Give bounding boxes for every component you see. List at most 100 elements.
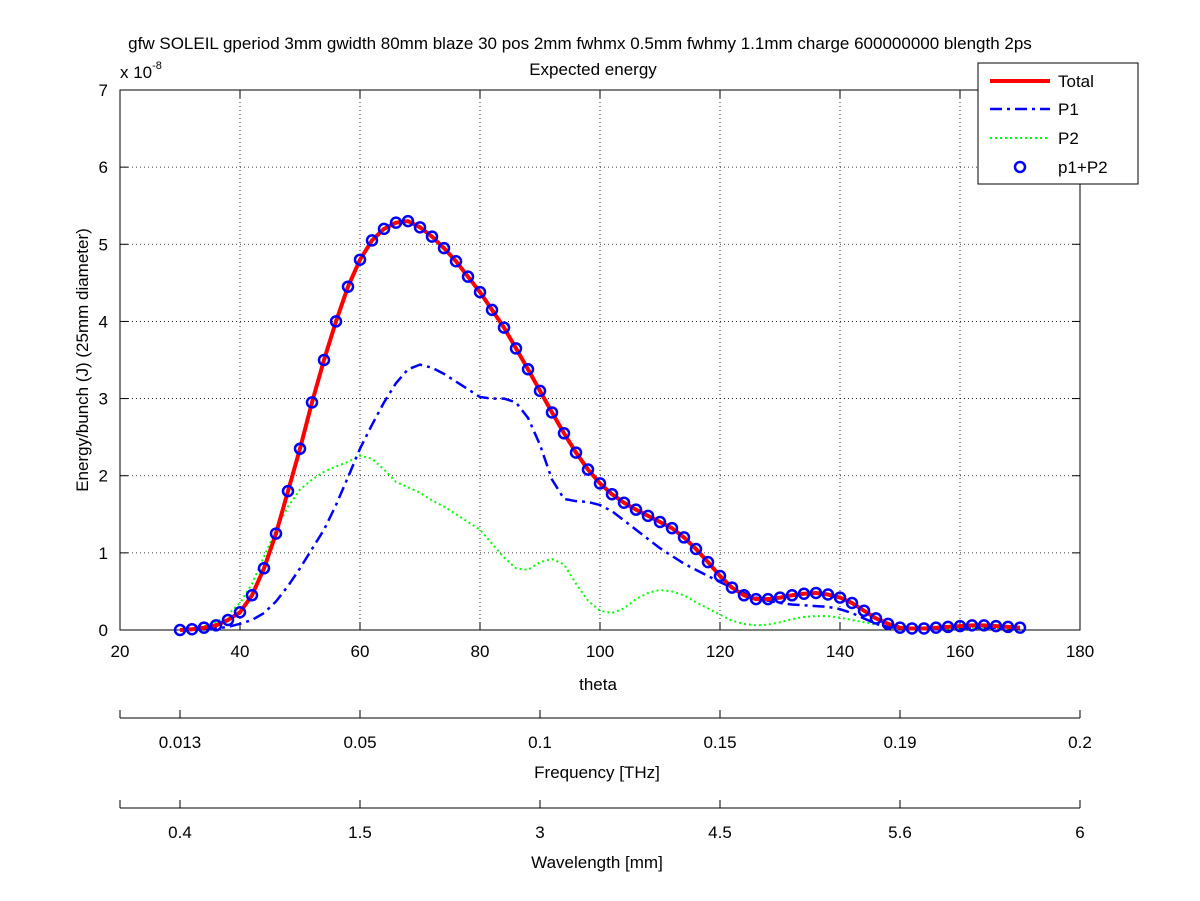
series-point-p1-p2 <box>545 406 559 419</box>
series-point-p1-p2 <box>797 587 811 600</box>
series-point-p1-p2 <box>641 509 655 523</box>
y-tick-label: 1 <box>99 544 108 563</box>
series-point-p1-p2 <box>173 623 187 637</box>
secondary-tick-label: 0.2 <box>1068 733 1092 752</box>
series-point-p1-p2 <box>821 588 835 601</box>
axis-ticks: 20 40 60 80 100 120 140 160 180 0 1 2 3 4 5 6 7 <box>99 81 1095 661</box>
secondary-tick-label: 6 <box>1075 823 1084 842</box>
x-tick-label: 180 <box>1066 642 1094 661</box>
series-point-p1-p2 <box>521 363 535 376</box>
series-point-p1-p2 <box>773 591 787 604</box>
series-point-p1-p2 <box>305 396 319 409</box>
series-point-p1-p2 <box>221 613 235 627</box>
series-point-p1-p2 <box>617 496 631 509</box>
series-point-p1-p2 <box>917 622 931 635</box>
y-tick-label: 3 <box>99 390 108 409</box>
series-point-p1-p2 <box>905 622 919 635</box>
series-point-p1-p2 <box>953 619 967 633</box>
series-point-p1-p2 <box>257 562 271 575</box>
y-tick-label: 7 <box>99 81 108 100</box>
series-point-p1-p2 <box>701 555 715 569</box>
x-tick-label: 160 <box>946 642 974 661</box>
series-point-p1-p2 <box>581 463 595 476</box>
y-tick-label: 5 <box>99 235 108 254</box>
series-point-p1-p2 <box>869 612 883 625</box>
chart-title-line2: Expected energy <box>529 60 657 79</box>
y-exponent-label: x 10-8 <box>120 60 162 82</box>
series-point-p1-p2 <box>437 241 451 255</box>
secondary-tick-label: 0.1 <box>528 733 552 752</box>
x-tick-label: 60 <box>351 642 370 661</box>
secondary-tick-label: 5.6 <box>888 823 912 842</box>
secondary-tick-label: 4.5 <box>708 823 732 842</box>
series-point-p1-p2 <box>809 586 823 600</box>
x-tick-label: 140 <box>826 642 854 661</box>
series-point-p1-p2 <box>737 589 751 602</box>
series-point-p1-p2 <box>509 342 523 355</box>
grid-lines <box>120 90 1080 630</box>
series-point-p1-p2 <box>497 321 511 334</box>
legend-label-total: Total <box>1058 72 1094 91</box>
series-point-p1-p2 <box>965 619 979 632</box>
y-exponent-power: -8 <box>152 60 162 72</box>
series-point-p1-p2 <box>269 527 283 540</box>
series-point-p1-p2 <box>605 487 619 501</box>
secondary-tick-label: 3 <box>535 823 544 842</box>
series-point-p1-p2 <box>365 234 379 247</box>
legend: Total P1 P2 p1+P2 <box>977 62 1139 185</box>
series-point-p1-p2 <box>893 621 907 634</box>
secondary-tick-label: 0.4 <box>168 823 192 842</box>
series-point-p1-p2 <box>593 477 607 490</box>
series-point-p1-p2 <box>845 596 859 610</box>
series-point-p1-p2 <box>293 442 307 455</box>
y-tick-label: 6 <box>99 158 108 177</box>
series-point-p1-p2 <box>485 303 499 317</box>
series-point-p1-p2 <box>749 592 763 606</box>
secondary-tick-label: 0.05 <box>343 733 376 752</box>
secondary-tick-label: 1.5 <box>348 823 372 842</box>
data-series <box>173 214 1027 637</box>
series-point-p1-p2 <box>569 446 583 459</box>
series-point-p1-p2 <box>473 285 487 299</box>
secondary-axis-label: Frequency [THz] <box>534 763 660 782</box>
series-point-p1-p2 <box>233 606 247 619</box>
series-point-p1-p2 <box>665 521 679 535</box>
x-axis-label: theta <box>579 675 617 694</box>
series-point-p1-p2 <box>689 542 703 556</box>
secondary-tick-label: 0.013 <box>159 733 202 752</box>
series-point-p1-p2 <box>353 253 367 266</box>
series-point-p1-p2 <box>677 531 691 544</box>
series-point-p1-p2 <box>329 315 343 328</box>
series-point-p1-p2 <box>317 353 331 367</box>
y-tick-label: 4 <box>99 312 108 331</box>
series-point-p1-p2 <box>1013 621 1027 634</box>
legend-box <box>977 62 1139 185</box>
series-point-p1-p2 <box>209 619 223 632</box>
series-point-p1-p2 <box>461 270 475 283</box>
series-line-p2 <box>179 454 1020 631</box>
series-point-p1-p2 <box>389 216 403 229</box>
x-tick-label: 80 <box>471 642 490 661</box>
series-point-p1-p2 <box>989 619 1003 633</box>
y-exponent-base: x 10 <box>120 63 152 82</box>
series-point-p1-p2 <box>629 503 643 516</box>
series-point-p1-p2 <box>761 592 775 606</box>
x-tick-label: 100 <box>586 642 614 661</box>
legend-label-p2: P2 <box>1058 129 1079 148</box>
series-point-p1-p2 <box>425 230 439 243</box>
series-point-p1-p2 <box>1001 620 1015 634</box>
legend-label-p1: P1 <box>1058 100 1079 119</box>
series-point-p1-p2 <box>185 622 199 636</box>
series-point-p1-p2 <box>557 427 571 440</box>
series-point-p1-p2 <box>929 621 943 634</box>
series-point-p1-p2 <box>245 589 259 602</box>
x-tick-label: 120 <box>706 642 734 661</box>
series-point-p1-p2 <box>881 617 895 631</box>
series-point-p1-p2 <box>713 569 727 583</box>
series-point-p1-p2 <box>413 221 427 234</box>
y-tick-label: 2 <box>99 467 108 486</box>
series-point-p1-p2 <box>941 620 955 634</box>
legend-marker-p1-p2 <box>1013 160 1027 174</box>
series-point-p1-p2 <box>533 384 547 398</box>
